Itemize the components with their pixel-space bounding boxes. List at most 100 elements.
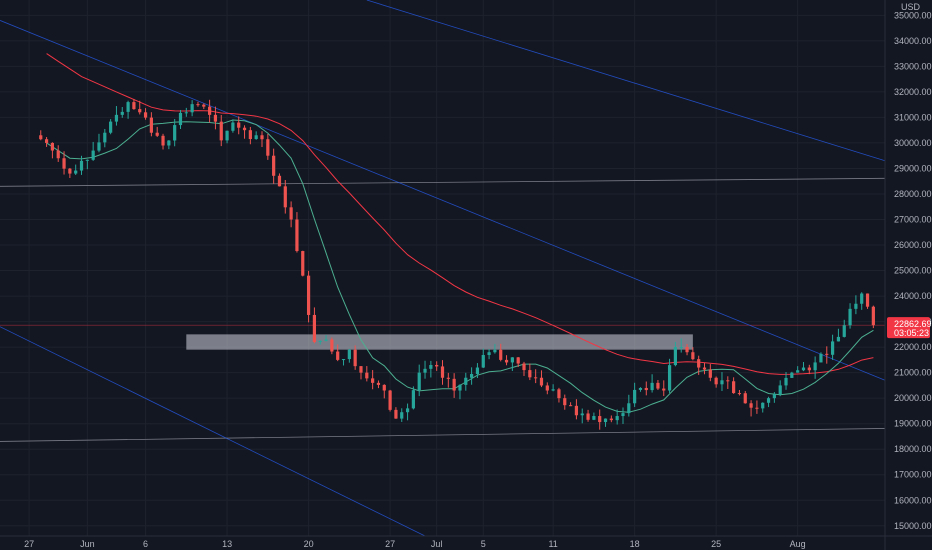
time-tick-label: 18: [630, 539, 640, 549]
candle-body: [766, 398, 771, 403]
time-tick-label: Jun: [80, 539, 95, 549]
candle-body: [662, 388, 666, 391]
candle-body: [749, 403, 753, 408]
candle-body: [615, 416, 619, 421]
candle-body: [330, 339, 334, 352]
candle-body: [306, 275, 311, 315]
candle-body: [568, 405, 573, 407]
candle-body: [667, 365, 672, 391]
candle-body: [440, 366, 445, 378]
price-tick-label: 27000.00: [894, 215, 932, 225]
currency-label: USD: [901, 2, 921, 12]
candle-body: [56, 150, 60, 159]
time-tick-label: Aug: [790, 539, 806, 549]
candle-body: [871, 306, 875, 326]
candle-body: [860, 293, 864, 304]
candle-body: [423, 368, 427, 373]
price-tick-label: 26000.00: [894, 240, 932, 250]
candle-body: [720, 380, 724, 385]
candle-body: [580, 413, 584, 416]
candle-body: [737, 393, 742, 395]
grid: [0, 0, 885, 536]
candle-body: [743, 393, 747, 404]
top-trendline[interactable]: [366, 0, 886, 162]
price-tick-label: 20000.00: [894, 393, 932, 403]
candle-body: [295, 219, 299, 252]
price-tick-label: 21000.00: [894, 368, 932, 378]
candle-body: [813, 362, 817, 371]
candle-body: [242, 127, 247, 131]
candle-body: [388, 390, 392, 410]
price-axis-bg: [885, 0, 932, 550]
time-tick-label: 20: [304, 539, 314, 549]
resistance-line[interactable]: [0, 177, 886, 187]
candle-body: [499, 349, 503, 360]
support-line[interactable]: [0, 428, 886, 442]
candle-body: [411, 390, 415, 409]
candle-body: [435, 364, 439, 367]
candle-body: [219, 121, 223, 141]
candle-body: [277, 175, 282, 187]
candle-body: [708, 369, 712, 378]
time-tick-label: 27: [24, 539, 34, 549]
candle-body: [79, 160, 84, 171]
ma-short-line: [46, 119, 874, 413]
price-tick-label: 19000.00: [894, 419, 932, 429]
candle-body: [627, 403, 631, 414]
candle-body: [609, 418, 613, 421]
candle-body: [405, 408, 410, 413]
candle-body: [603, 418, 608, 423]
candle-body: [103, 132, 107, 143]
candle-body: [138, 109, 142, 113]
candle-body: [272, 155, 276, 176]
candle-body: [254, 135, 258, 140]
candle-body: [836, 336, 841, 342]
candle-body: [842, 325, 846, 337]
candle-body: [807, 367, 811, 371]
candle-body: [248, 130, 252, 140]
candle-body: [825, 353, 829, 355]
candle-body: [510, 357, 514, 363]
candle-body: [301, 251, 305, 276]
candle-body: [213, 114, 218, 122]
moving-averages: [46, 53, 874, 413]
candle-body: [778, 385, 782, 395]
price-axis: USD 15000.00 16000.00 17000.00 18000.00 19000…: [884, 0, 932, 550]
candle-body: [74, 170, 78, 174]
candle-body: [382, 384, 386, 391]
candle-body: [149, 117, 153, 133]
price-tick-label: 15000.00: [894, 521, 932, 531]
candle-body: [504, 359, 509, 363]
candle-body: [312, 314, 317, 343]
price-tick-label: 34000.00: [894, 36, 932, 46]
time-tick-label: 6: [143, 539, 148, 549]
price-tick-label: 24000.00: [894, 291, 932, 301]
candle-body: [353, 349, 357, 367]
price-tick-label: 29000.00: [894, 163, 932, 173]
price-tick-label: 33000.00: [894, 61, 932, 71]
bar-countdown-label: 03:05:23: [894, 328, 929, 338]
support-zone-box[interactable]: [186, 334, 693, 350]
candle-body: [178, 112, 183, 126]
lower-trendline[interactable]: [0, 326, 426, 537]
last-price-label: 22862.69: [894, 319, 932, 329]
candle-body: [376, 382, 381, 385]
candle-body: [685, 347, 689, 353]
candle-body: [359, 366, 363, 373]
candle-body: [691, 352, 695, 360]
candle-body: [208, 106, 212, 115]
candle-body: [528, 370, 532, 378]
drawn-lines: [0, 0, 886, 537]
candle-body: [796, 370, 800, 373]
ma-long-line: [46, 53, 874, 375]
candle-body: [237, 122, 241, 128]
candle-body: [539, 377, 544, 386]
candle-body: [400, 412, 404, 419]
candle-body: [697, 359, 701, 368]
candle-body: [44, 139, 49, 143]
upper-trendline[interactable]: [0, 20, 886, 381]
candle-body: [650, 382, 654, 391]
